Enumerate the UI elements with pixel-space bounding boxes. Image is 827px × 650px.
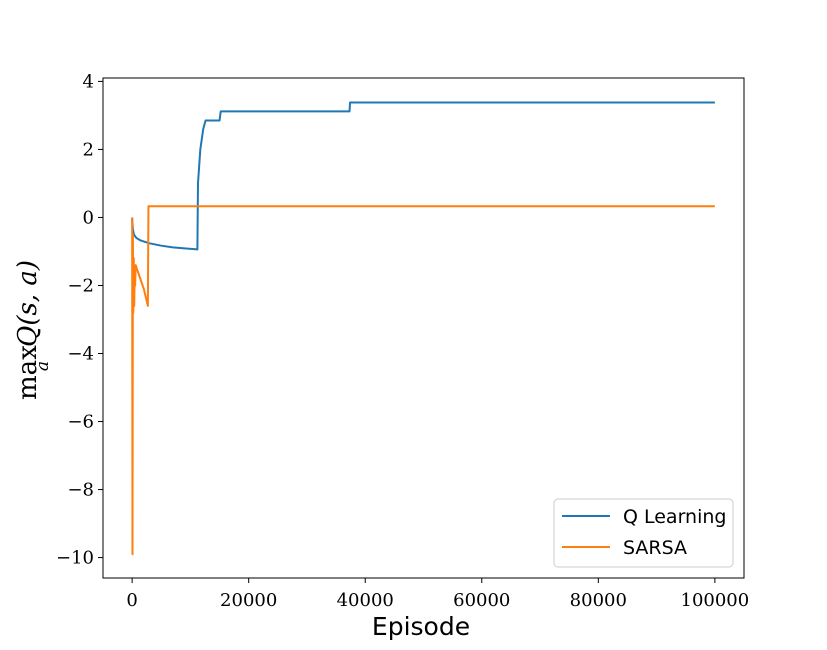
y-tick-label: 2 xyxy=(83,139,94,160)
legend: Q Learning SARSA xyxy=(553,498,734,568)
x-axis-title: Episode xyxy=(372,612,470,641)
y-tick-label: −8 xyxy=(67,480,94,501)
plot-lines xyxy=(131,101,715,556)
x-tick-label: 40000 xyxy=(337,590,394,611)
y-axis-title-op: max xyxy=(13,345,43,400)
x-tick-label: 20000 xyxy=(220,590,277,611)
x-tick-label: 100000 xyxy=(681,590,750,611)
y-tick-label: 4 xyxy=(83,71,94,92)
y-axis: 4 2 0 −2 −4 −6 −8 −10 xyxy=(56,71,103,569)
legend-label-q-learning: Q Learning xyxy=(623,506,726,528)
y-axis-title: maxa Q(s, a) xyxy=(13,260,53,400)
svg-text:maxaQ(s, a): maxa Q(s, a) xyxy=(13,260,53,400)
x-tick-label: 0 xyxy=(126,590,137,611)
y-tick-label: 0 xyxy=(83,207,94,228)
y-axis-title-sub: a xyxy=(33,361,53,371)
y-tick-label: −2 xyxy=(67,275,94,296)
y-tick-label: −4 xyxy=(67,344,94,365)
series-line-q-learning xyxy=(131,101,715,251)
series-line-sarsa xyxy=(131,205,715,556)
plot-frame xyxy=(102,77,745,579)
x-tick-label: 60000 xyxy=(453,590,510,611)
x-axis: 0 20000 40000 60000 80000 100000 xyxy=(126,578,749,611)
y-axis-title-expr: Q(s, a) xyxy=(13,260,43,347)
x-tick-label: 80000 xyxy=(570,590,627,611)
legend-label-sarsa: SARSA xyxy=(623,537,687,559)
y-tick-label: −10 xyxy=(56,548,94,569)
y-tick-label: −6 xyxy=(67,412,94,433)
